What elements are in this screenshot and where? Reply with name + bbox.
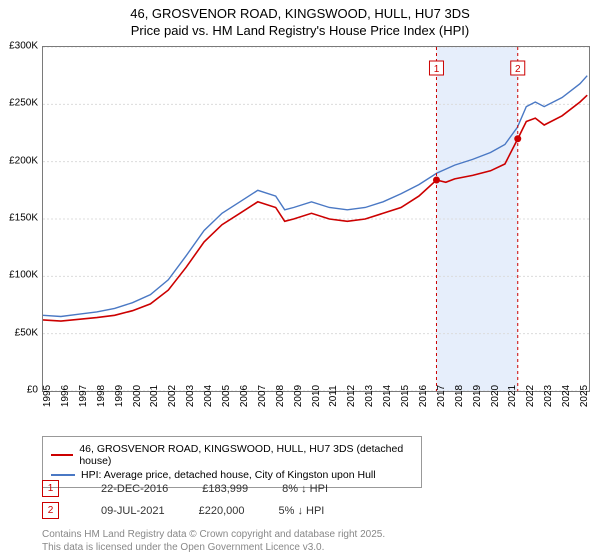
- x-tick-label: 2015: [400, 385, 411, 407]
- sale-delta-1: 8% ↓ HPI: [282, 483, 328, 495]
- x-tick-label: 2002: [167, 385, 178, 407]
- svg-text:2: 2: [515, 64, 521, 75]
- sale-delta-2: 5% ↓ HPI: [278, 505, 324, 517]
- y-tick-label: £250K: [9, 98, 38, 109]
- x-tick-label: 1996: [60, 385, 71, 407]
- chart-plot-area: 12: [42, 46, 590, 392]
- chart-container: 46, GROSVENOR ROAD, KINGSWOOD, HULL, HU7…: [0, 0, 600, 560]
- x-tick-label: 2012: [346, 385, 357, 407]
- x-axis: 1995199619971998199920002001200220032004…: [42, 392, 590, 434]
- y-tick-label: £200K: [9, 155, 38, 166]
- x-tick-label: 2017: [436, 385, 447, 407]
- x-tick-label: 2001: [149, 385, 160, 407]
- x-tick-label: 2013: [364, 385, 375, 407]
- x-tick-label: 2016: [418, 385, 429, 407]
- attribution: Contains HM Land Registry data © Crown c…: [42, 528, 385, 554]
- legend-swatch-property: [51, 454, 73, 456]
- sale-date-1: 22-DEC-2016: [101, 483, 168, 495]
- sale-marker-2: 2: [42, 502, 59, 519]
- x-tick-label: 1999: [114, 385, 125, 407]
- title-subtitle: Price paid vs. HM Land Registry's House …: [0, 23, 600, 38]
- x-tick-label: 2025: [579, 385, 590, 407]
- x-tick-label: 2003: [185, 385, 196, 407]
- x-tick-label: 2018: [454, 385, 465, 407]
- sale-row-2: 2 09-JUL-2021 £220,000 5% ↓ HPI: [42, 502, 324, 519]
- x-tick-label: 2011: [328, 385, 339, 407]
- y-tick-label: £150K: [9, 213, 38, 224]
- x-tick-label: 2024: [561, 385, 572, 407]
- attribution-line1: Contains HM Land Registry data © Crown c…: [42, 528, 385, 541]
- sale-date-2: 09-JUL-2021: [101, 505, 165, 517]
- legend-item-property: 46, GROSVENOR ROAD, KINGSWOOD, HULL, HU7…: [51, 443, 413, 467]
- y-axis: £0£50K£100K£150K£200K£250K£300K: [0, 46, 42, 392]
- x-tick-label: 2000: [132, 385, 143, 407]
- legend-label-property: 46, GROSVENOR ROAD, KINGSWOOD, HULL, HU7…: [79, 443, 413, 467]
- x-tick-label: 2023: [543, 385, 554, 407]
- x-tick-label: 2020: [490, 385, 501, 407]
- x-tick-label: 2004: [203, 385, 214, 407]
- x-tick-label: 2005: [221, 385, 232, 407]
- x-tick-label: 2006: [239, 385, 250, 407]
- chart-svg: 12: [43, 47, 589, 391]
- y-tick-label: £50K: [15, 327, 38, 338]
- x-tick-label: 1995: [42, 385, 53, 407]
- x-tick-label: 2021: [507, 385, 518, 407]
- y-tick-label: £100K: [9, 270, 38, 281]
- x-tick-label: 1998: [96, 385, 107, 407]
- x-tick-label: 2019: [472, 385, 483, 407]
- sale-row-1: 1 22-DEC-2016 £183,999 8% ↓ HPI: [42, 480, 328, 497]
- y-tick-label: £300K: [9, 41, 38, 52]
- x-tick-label: 2014: [382, 385, 393, 407]
- sale-marker-1: 1: [42, 480, 59, 497]
- title-block: 46, GROSVENOR ROAD, KINGSWOOD, HULL, HU7…: [0, 0, 600, 38]
- x-tick-label: 2008: [275, 385, 286, 407]
- x-tick-label: 1997: [78, 385, 89, 407]
- y-tick-label: £0: [27, 385, 38, 396]
- x-tick-label: 2022: [525, 385, 536, 407]
- svg-text:1: 1: [434, 64, 440, 75]
- x-tick-label: 2010: [311, 385, 322, 407]
- sale-price-2: £220,000: [199, 505, 245, 517]
- attribution-line2: This data is licensed under the Open Gov…: [42, 541, 385, 554]
- legend-swatch-hpi: [51, 474, 75, 476]
- title-address: 46, GROSVENOR ROAD, KINGSWOOD, HULL, HU7…: [0, 6, 600, 21]
- x-tick-label: 2007: [257, 385, 268, 407]
- x-tick-label: 2009: [293, 385, 304, 407]
- sale-price-1: £183,999: [202, 483, 248, 495]
